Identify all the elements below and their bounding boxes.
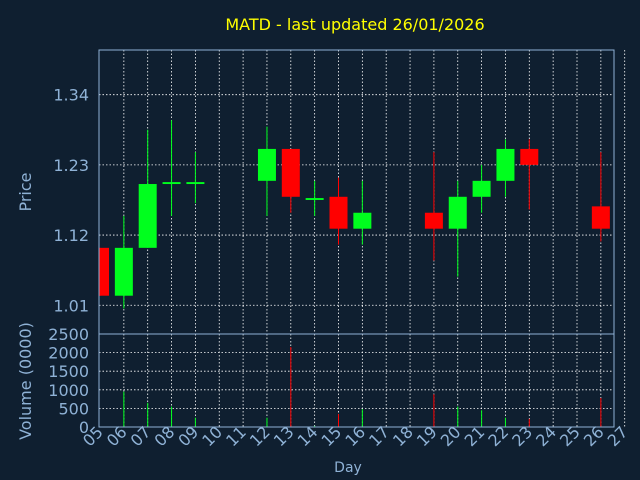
x-axis-label: Day	[334, 460, 362, 476]
volume-tick-label: 500	[58, 399, 89, 418]
volume-tick-label: 1000	[48, 381, 89, 400]
candle-body-23	[520, 148, 539, 165]
candle-body-19	[424, 212, 443, 229]
price-tick-label: 1.34	[53, 86, 89, 105]
label-layer: MATD - last updated 26/01/2026 Day Price…	[16, 15, 485, 476]
candle-body-15	[329, 196, 348, 229]
chart-title: MATD - last updated 26/01/2026	[225, 15, 484, 34]
candle-body-16	[353, 212, 372, 229]
price-tick-label: 1.12	[53, 226, 89, 245]
candle-body-12	[257, 148, 276, 181]
volume-tick-label: 1500	[48, 362, 89, 381]
price-tick-label: 1.01	[53, 296, 89, 315]
volume-plot-frame	[98, 333, 615, 428]
candle-body-22	[496, 148, 515, 181]
candle-body-14	[305, 198, 324, 200]
volume-layer	[123, 347, 602, 427]
volume-axis-label: Volume (0000)	[16, 322, 35, 440]
candle-body-09	[186, 182, 205, 185]
candle-body-06	[114, 247, 133, 296]
candle-body-05	[99, 247, 109, 296]
price-axis-label: Price	[16, 172, 35, 211]
candle-body-21	[472, 180, 491, 197]
price-tick-label: 1.23	[53, 156, 89, 175]
candle-body-13	[281, 148, 300, 197]
volume-tick-label: 2500	[48, 325, 89, 344]
candle-body-08	[162, 182, 181, 185]
candle-body-20	[448, 196, 467, 229]
candle-body-26	[591, 206, 610, 229]
candle-body-07	[138, 184, 157, 248]
candle-layer	[99, 120, 610, 309]
volume-tick-label: 0	[79, 418, 89, 437]
volume-tick-label: 2000	[48, 344, 89, 363]
